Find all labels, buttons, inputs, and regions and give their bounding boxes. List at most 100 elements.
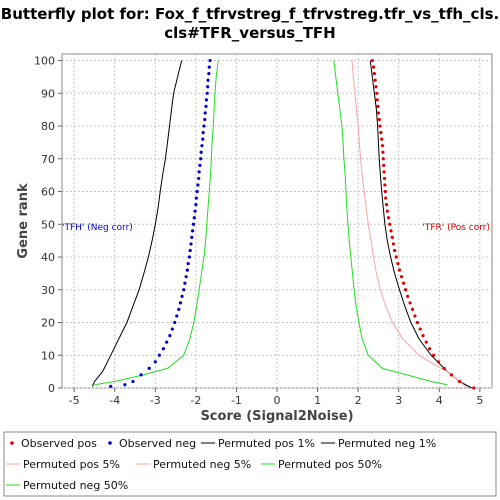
data-point-observed-neg [197, 170, 201, 174]
legend-label: Permuted neg 50% [23, 479, 128, 492]
data-point-observed-neg [205, 91, 209, 95]
annotation-pos-corr: 'TFR' (Pos corr) [422, 223, 490, 233]
data-point-observed-neg [178, 301, 183, 305]
data-point-observed-pos [399, 275, 404, 279]
x-tick-label: -3 [150, 394, 161, 407]
data-point-observed-pos [403, 288, 408, 292]
y-axis-label: Gene rank [16, 183, 31, 259]
legend-label: Observed pos [21, 437, 97, 450]
data-point-observed-neg [200, 144, 204, 148]
x-tick-label: 5 [476, 394, 483, 407]
data-point-observed-pos [373, 78, 377, 82]
x-tick-label: -4 [109, 394, 120, 407]
data-point-observed-pos [375, 91, 379, 95]
data-point-observed-pos [380, 137, 384, 141]
data-point-observed-neg [199, 157, 203, 161]
y-tick-label: 10 [41, 349, 55, 362]
data-point-observed-neg [207, 65, 211, 69]
plot-area [61, 53, 493, 389]
data-point-observed-neg [131, 379, 135, 384]
legend-marker-dot [10, 441, 14, 445]
data-point-observed-neg [207, 72, 211, 76]
data-point-observed-neg [206, 85, 210, 89]
y-tick-label: 0 [48, 382, 55, 395]
legend-marker-dot [108, 441, 112, 445]
data-point-observed-neg [198, 163, 202, 167]
y-tick-label: 30 [41, 284, 55, 297]
series-lines [91, 60, 472, 389]
data-point-observed-pos [381, 157, 385, 161]
series-line-permuted-pos-50 [333, 60, 448, 386]
legend-label: Permuted pos 5% [23, 458, 120, 471]
data-point-observed-pos [427, 347, 432, 351]
data-point-observed-pos [377, 117, 381, 122]
data-point-observed-neg [204, 104, 208, 108]
data-point-observed-neg [208, 58, 212, 63]
data-point-observed-pos [384, 203, 389, 207]
data-point-observed-neg [201, 137, 205, 141]
series-line-permuted-neg-50 [94, 60, 219, 386]
legend-label: Permuted pos 1% [218, 437, 315, 450]
data-point-observed-pos [389, 229, 393, 233]
data-point-observed-pos [374, 85, 378, 89]
data-point-observed-neg [206, 78, 210, 82]
data-point-observed-neg [185, 268, 189, 272]
data-point-observed-neg [139, 373, 143, 377]
data-point-observed-neg [182, 288, 186, 292]
data-point-observed-pos [384, 196, 388, 200]
legend-label: Observed neg [119, 437, 196, 450]
data-point-observed-neg [123, 383, 127, 387]
data-point-observed-pos [375, 98, 379, 102]
data-point-observed-neg [192, 216, 196, 220]
data-point-observed-neg [157, 353, 161, 357]
legend-item-permuted-pos-50: Permuted pos 50% [261, 458, 382, 471]
data-point-observed-neg [180, 294, 184, 298]
data-point-observed-neg [165, 340, 169, 344]
data-point-observed-pos [442, 366, 446, 370]
data-point-observed-pos [394, 255, 398, 259]
data-point-observed-pos [376, 111, 381, 115]
data-point-observed-pos [457, 379, 462, 384]
data-point-observed-pos [390, 235, 394, 239]
data-point-observed-neg [204, 98, 209, 102]
data-point-observed-neg [147, 366, 151, 370]
data-point-observed-pos [421, 334, 425, 338]
y-tick-label: 50 [41, 218, 55, 231]
data-point-observed-pos [382, 170, 386, 174]
data-point-observed-pos [372, 72, 376, 76]
data-point-observed-pos [401, 281, 406, 285]
data-point-observed-neg [202, 124, 206, 128]
data-point-observed-pos [383, 183, 387, 187]
data-point-observed-pos [396, 261, 400, 266]
data-point-observed-neg [109, 384, 113, 388]
series-line-permuted-neg-1 [91, 60, 183, 387]
data-point-observed-pos [379, 130, 383, 135]
x-tick-label: 4 [436, 394, 443, 407]
data-point-observed-pos [408, 301, 412, 305]
data-point-observed-pos [397, 268, 402, 272]
legend-item-permuted-neg-5: Permuted neg 5% [136, 458, 251, 471]
data-point-observed-pos [386, 216, 391, 220]
data-point-observed-neg [191, 229, 195, 233]
x-tick-label: 3 [395, 394, 402, 407]
data-point-observed-neg [175, 314, 179, 318]
data-point-observed-neg [153, 360, 157, 364]
data-point-observed-pos [431, 353, 436, 357]
legend-item-observed-neg: Observed neg [108, 437, 196, 450]
data-point-observed-pos [424, 340, 428, 344]
data-point-observed-pos [378, 124, 382, 128]
series-line-permuted-pos-5 [351, 60, 469, 389]
x-tick-label: -1 [231, 394, 242, 407]
y-tick-label: 70 [41, 153, 55, 166]
series-line-permuted-pos-1 [369, 60, 472, 389]
data-point-observed-pos [393, 248, 397, 253]
data-point-observed-neg [177, 307, 181, 312]
data-point-observed-neg [199, 150, 203, 154]
data-point-observed-neg [196, 183, 200, 187]
x-tick-label: -2 [190, 394, 201, 407]
y-tick-label: 60 [41, 186, 55, 199]
data-point-observed-neg [173, 320, 177, 325]
y-tick-label: 40 [41, 251, 55, 264]
legend-item-permuted-neg-1: Permuted neg 1% [321, 437, 436, 450]
